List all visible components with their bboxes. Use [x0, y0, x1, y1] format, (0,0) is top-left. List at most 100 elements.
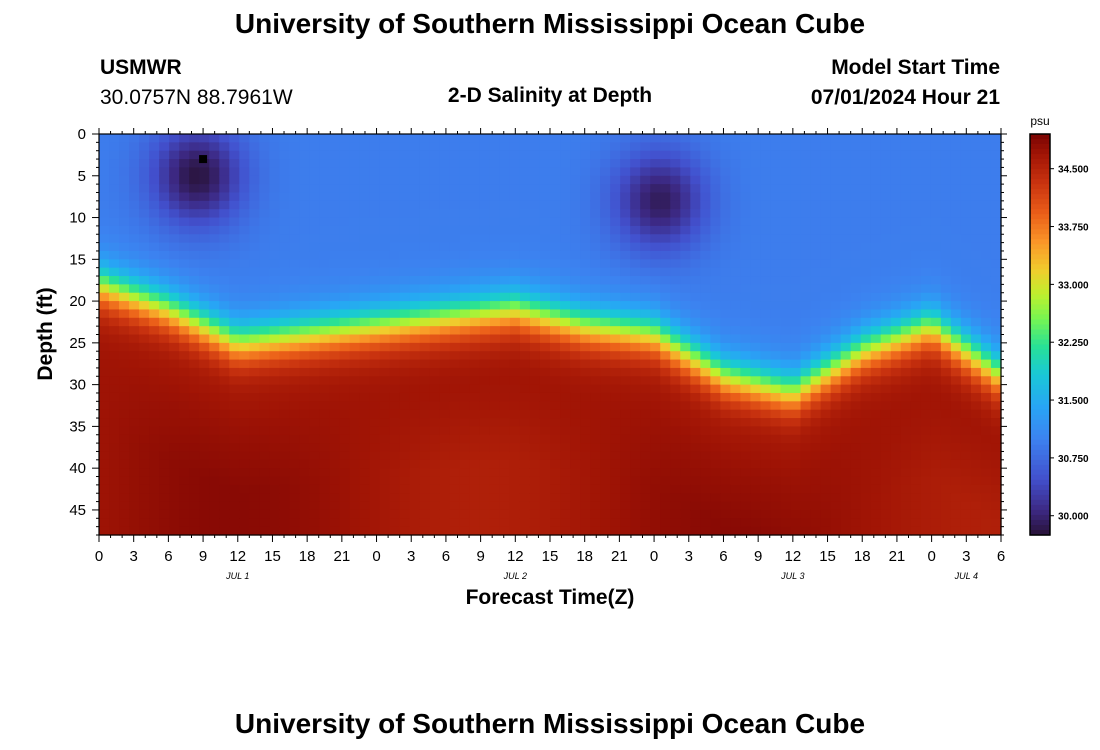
heatmap-cell [509, 392, 521, 402]
heatmap-cell [209, 200, 220, 210]
heatmap-cell [409, 175, 421, 185]
heatmap-cell [880, 518, 892, 528]
heatmap-cell [99, 376, 110, 386]
heatmap-cell [620, 217, 631, 227]
heatmap-cell [840, 501, 852, 511]
heatmap-cell [640, 426, 651, 436]
heatmap-cell [770, 209, 782, 219]
heatmap-cell [690, 159, 701, 169]
heatmap-cell [99, 225, 110, 235]
heatmap-cell [179, 167, 190, 177]
heatmap-cell [850, 526, 862, 536]
heatmap-cell [720, 401, 731, 411]
heatmap-cell [159, 225, 170, 235]
heatmap-cell [189, 267, 200, 277]
heatmap-cell [169, 184, 180, 194]
heatmap-cell [900, 234, 912, 244]
heatmap-cell [940, 426, 952, 436]
x-tick-label: 18 [576, 548, 593, 565]
heatmap-cell [830, 443, 842, 453]
heatmap-cell [890, 225, 902, 235]
heatmap-cell [259, 384, 270, 394]
heatmap-cell [119, 409, 130, 419]
heatmap-cell [269, 225, 280, 235]
colorbar: 30.00030.75031.50032.25033.00033.75034.5… [1029, 114, 1089, 536]
heatmap-cell [590, 384, 601, 394]
heatmap-cell [429, 159, 441, 169]
heatmap-cell [820, 401, 832, 411]
heatmap-cell [109, 451, 120, 461]
heatmap-cell [239, 175, 250, 185]
heatmap-cell [570, 309, 581, 319]
heatmap-cell [199, 259, 210, 269]
heatmap-cell [479, 242, 491, 252]
heatmap-cell [219, 242, 230, 252]
heatmap-cell [760, 451, 772, 461]
heatmap-cell [139, 159, 150, 169]
heatmap-cell [439, 443, 451, 453]
colorbar-swatch [1030, 154, 1050, 160]
heatmap-cell [109, 134, 120, 143]
heatmap-cell [860, 459, 872, 469]
heatmap-cell [920, 501, 932, 511]
heatmap-cell [179, 468, 190, 478]
heatmap-cell [570, 509, 581, 519]
heatmap-cell [449, 493, 461, 503]
heatmap-cell [990, 484, 1002, 494]
heatmap-cell [229, 493, 240, 503]
heatmap-cell [780, 301, 792, 311]
heatmap-cell [710, 225, 721, 235]
heatmap-cell [249, 518, 260, 528]
heatmap-cell [910, 459, 922, 469]
heatmap-cell [369, 526, 381, 536]
y-tick-label: 45 [69, 502, 86, 519]
heatmap-cell [279, 526, 291, 536]
colorbar-tick-label: 31.500 [1058, 396, 1089, 407]
heatmap-cell [99, 184, 110, 194]
heatmap-cell [469, 209, 481, 219]
heatmap-cell [940, 501, 952, 511]
heatmap-cell [159, 134, 170, 143]
heatmap-cell [750, 225, 762, 235]
heatmap-cell [760, 259, 772, 269]
heatmap-cell [980, 309, 992, 319]
heatmap-cell [870, 301, 882, 311]
heatmap-cell [449, 434, 461, 444]
heatmap-cell [580, 225, 591, 235]
heatmap-cell [359, 509, 371, 519]
heatmap-cell [880, 509, 892, 519]
heatmap-cell [750, 142, 762, 152]
heatmap-cell [199, 443, 210, 453]
heatmap-cell [449, 175, 461, 185]
heatmap-cell [920, 259, 932, 269]
heatmap-cell [680, 134, 691, 143]
heatmap-cell [309, 409, 321, 419]
heatmap-cell [550, 459, 561, 469]
heatmap-cell [509, 292, 521, 302]
heatmap-cell [970, 234, 982, 244]
heatmap-cell [660, 284, 671, 294]
heatmap-cell [780, 409, 792, 419]
heatmap-cell [840, 209, 852, 219]
heatmap-cell [169, 134, 180, 143]
heatmap-cell [339, 234, 351, 244]
heatmap-cell [950, 142, 962, 152]
heatmap-cell [770, 501, 782, 511]
heatmap-cell [870, 175, 882, 185]
heatmap-cell [950, 292, 962, 302]
heatmap-cell [590, 234, 601, 244]
heatmap-cell [99, 142, 110, 152]
heatmap-cell [149, 468, 160, 478]
heatmap-cell [860, 242, 872, 252]
heatmap-cell [810, 384, 822, 394]
heatmap-cell [870, 217, 882, 227]
heatmap-cell [349, 434, 361, 444]
heatmap-cell [580, 217, 591, 227]
heatmap-cell [610, 292, 621, 302]
heatmap-cell [359, 392, 371, 402]
heatmap-cell [509, 451, 521, 461]
heatmap-cell [529, 234, 541, 244]
heatmap-cell [780, 443, 792, 453]
heatmap-cell [439, 267, 451, 277]
heatmap-cell [690, 301, 701, 311]
